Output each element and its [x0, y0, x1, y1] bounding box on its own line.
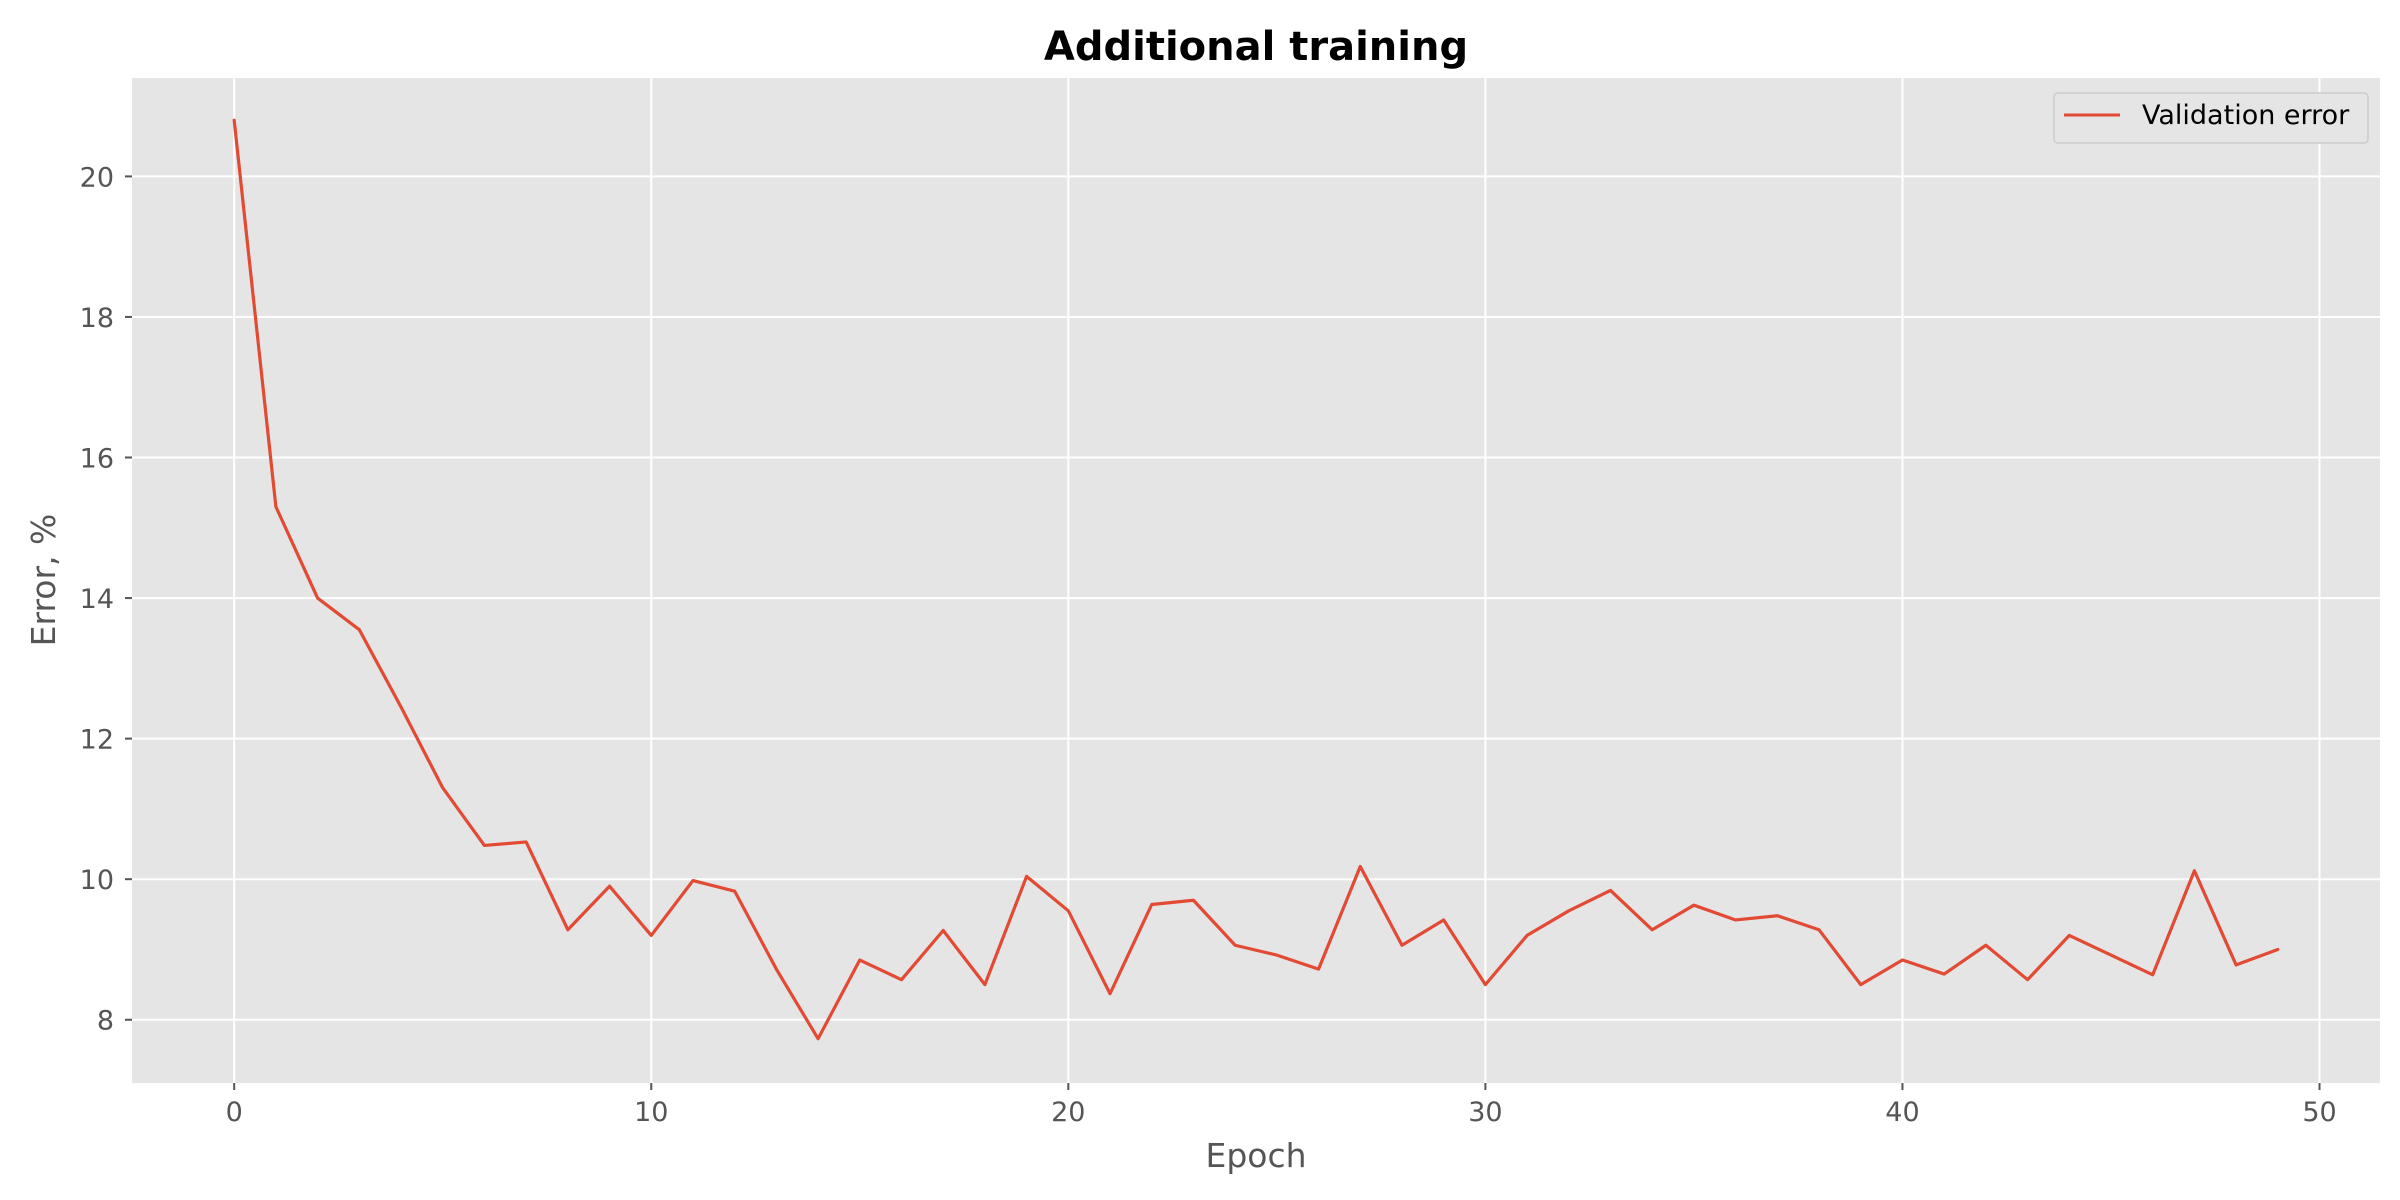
grid-lines — [132, 78, 2380, 1083]
x-tick-label-30: 30 — [1468, 1097, 1502, 1128]
chart-title: Additional training — [1044, 24, 1468, 70]
y-axis-label: Error, % — [24, 514, 63, 647]
x-tick-label-10: 10 — [634, 1097, 668, 1128]
x-axis-label: Epoch — [1205, 1136, 1306, 1175]
axis-ticks: 0 10 20 30 40 50 8 10 12 14 16 18 20 — [80, 162, 2337, 1128]
y-tick-label-20: 20 — [80, 162, 114, 193]
legend-box — [2053, 92, 2369, 144]
legend: Validation error — [2053, 92, 2369, 144]
y-tick-label-10: 10 — [80, 865, 114, 896]
plot-area — [132, 78, 2380, 1083]
x-tick-label-0: 0 — [226, 1097, 243, 1128]
y-tick-label-14: 14 — [80, 584, 114, 615]
x-tick-label-50: 50 — [2302, 1097, 2336, 1128]
legend-label-validation-error: Validation error — [2142, 100, 2350, 131]
y-tick-label-16: 16 — [80, 444, 114, 475]
x-tick-label-40: 40 — [1885, 1097, 1919, 1128]
series-line-0 — [232, 118, 2280, 1041]
x-tick-label-20: 20 — [1051, 1097, 1085, 1128]
y-tick-label-18: 18 — [80, 303, 114, 334]
y-tick-label-8: 8 — [97, 1006, 114, 1037]
y-tick-label-12: 12 — [80, 725, 114, 756]
series-lines — [232, 118, 2280, 1041]
